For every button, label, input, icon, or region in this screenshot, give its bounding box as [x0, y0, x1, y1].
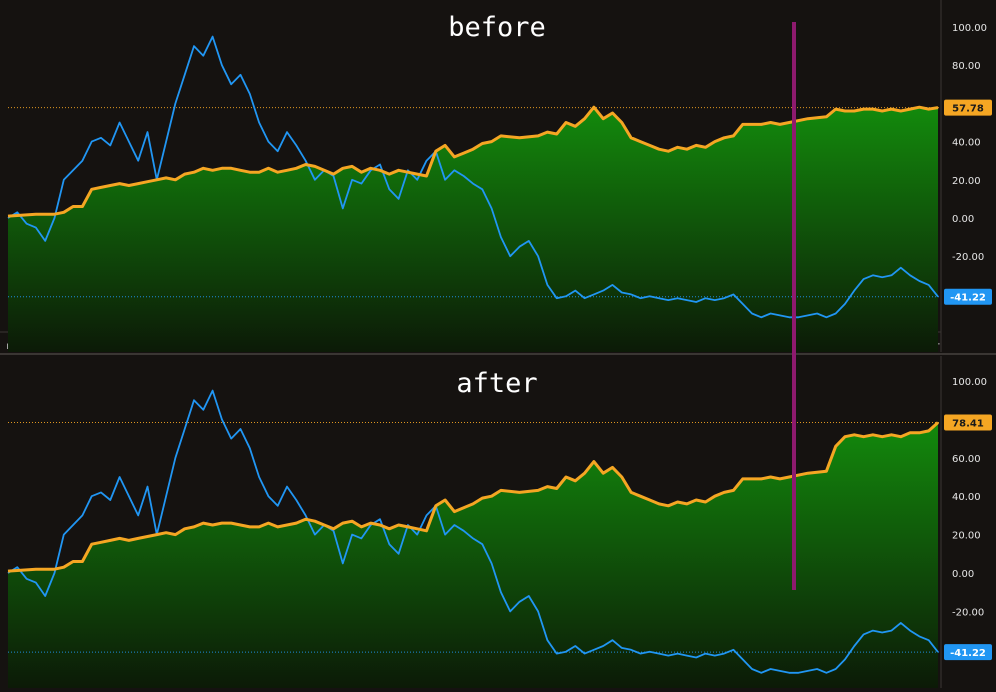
orange-series-line: [7, 105, 939, 218]
y-tick-label: 100.00: [952, 377, 987, 388]
last-value-badge: [944, 414, 992, 431]
y-tick-label: 20.00: [952, 176, 981, 187]
y-tick-label: 40.00: [952, 492, 981, 503]
y-tick-label: 20.00: [952, 531, 981, 542]
y-tick-label: 100.00: [952, 23, 987, 34]
chart-title: before: [448, 12, 546, 43]
y-tick-label: 0.00: [952, 569, 974, 580]
y-tick-label: 80.00: [952, 61, 981, 72]
chart-panel-before: before100.0080.0060.0040.0020.000.00-20.…: [0, 0, 992, 352]
blue-series-line: [7, 35, 939, 319]
last-value-text: 78.41: [952, 418, 984, 429]
last-value-text: -41.22: [950, 293, 986, 304]
chart-title: after: [456, 368, 537, 399]
last-value-badge: [944, 99, 992, 116]
area-fill: [8, 422, 938, 688]
last-value-badge: [944, 644, 992, 661]
last-value-text: 57.78: [952, 104, 984, 115]
y-tick-label: 0.00: [952, 214, 974, 225]
area-fill: [8, 107, 938, 352]
orange-series-line: [7, 421, 940, 573]
y-tick-label: 60.00: [952, 454, 981, 465]
y-tick-label: -20.00: [952, 252, 984, 263]
last-value-badge: [944, 288, 992, 305]
chart-panel-after: after100.0080.0060.0040.0020.000.00-20.0…: [0, 353, 996, 688]
last-value-text: -41.22: [950, 648, 986, 659]
y-tick-label: -20.00: [952, 607, 984, 618]
y-tick-label: 40.00: [952, 138, 981, 149]
blue-series-line: [7, 389, 939, 674]
